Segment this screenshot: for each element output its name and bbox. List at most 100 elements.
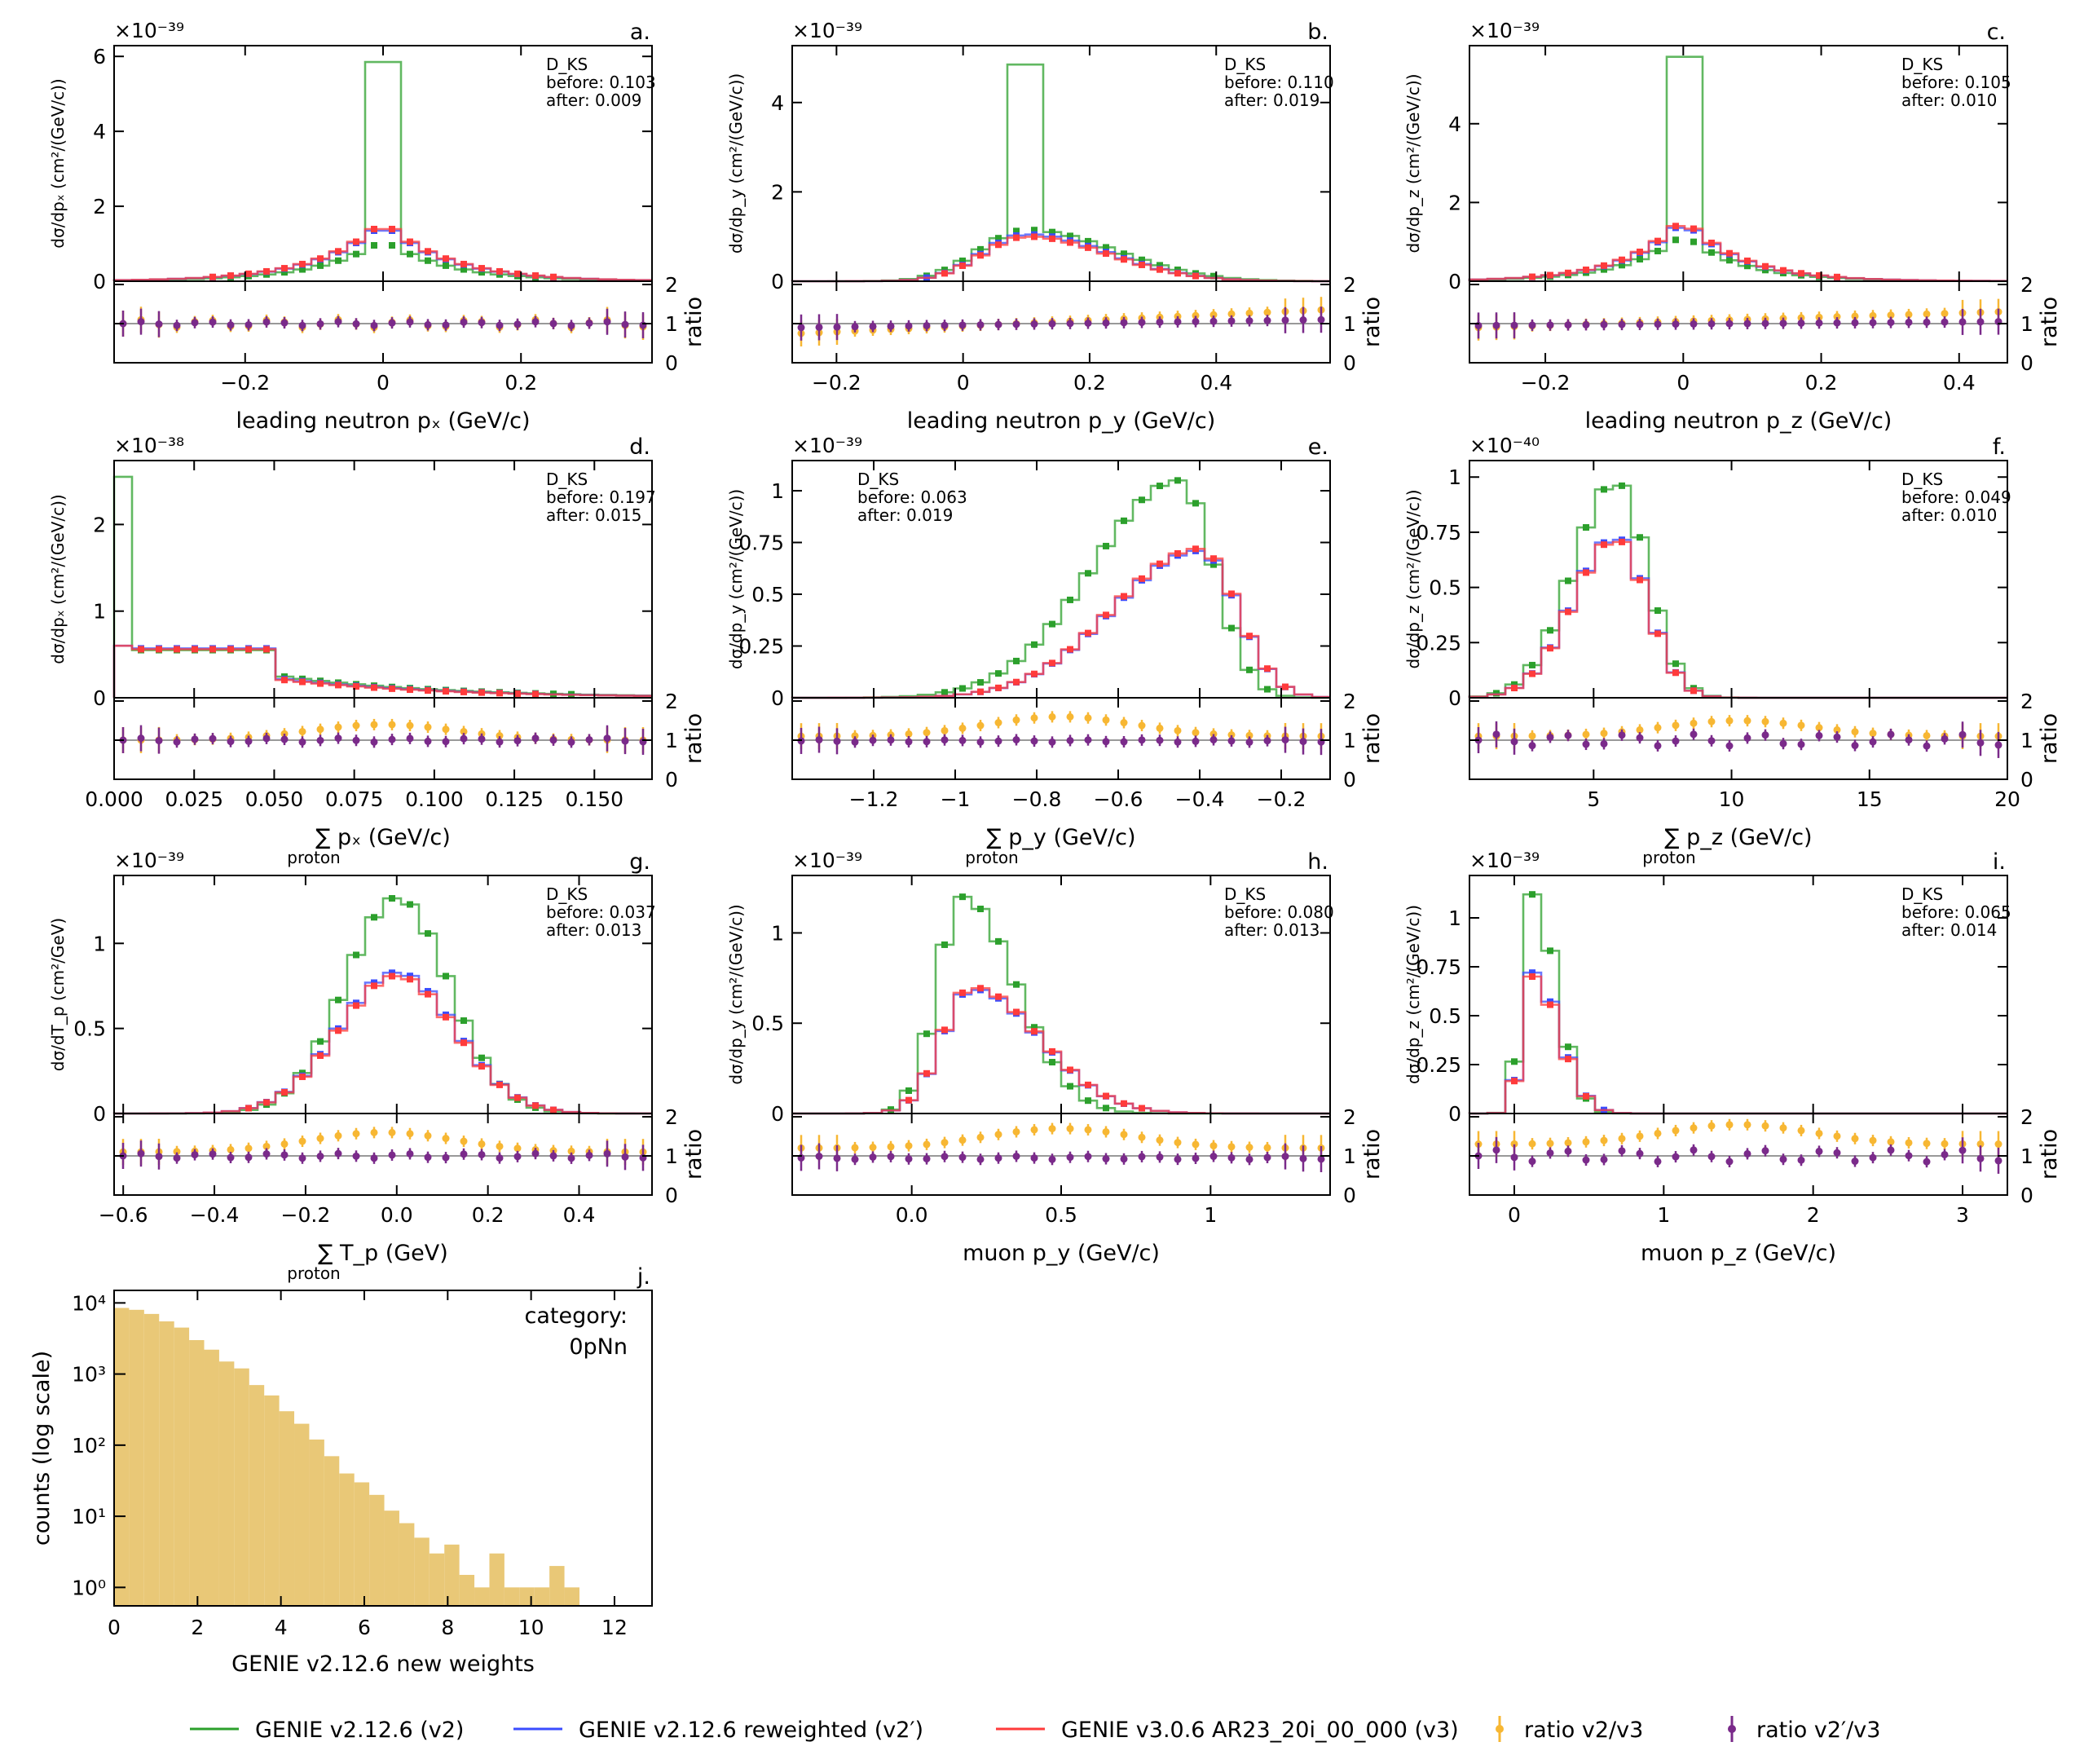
- ratio-r1-point: [424, 723, 432, 731]
- ratio-r2-point: [1958, 730, 1967, 739]
- series-v3-marker: [1726, 249, 1733, 257]
- ratio-r2-point: [1281, 1153, 1289, 1161]
- ratio-r1-point: [1156, 1136, 1164, 1144]
- ratio-r1-point: [388, 721, 396, 729]
- series-v3-marker: [478, 689, 485, 696]
- ratio-r2-point: [1618, 731, 1626, 739]
- series-v2-marker: [1067, 1083, 1073, 1090]
- series-v2-marker: [389, 895, 395, 902]
- plot-frame: [1469, 875, 2008, 1196]
- series-v2-marker: [995, 670, 1002, 677]
- ratio-r1-point: [1138, 1133, 1146, 1141]
- ratio-r2-point: [1227, 737, 1236, 745]
- series-v2-marker: [1654, 607, 1661, 615]
- series-v3-marker: [514, 270, 521, 277]
- series-v3-marker: [1121, 256, 1127, 263]
- hist-bar: [114, 1308, 130, 1606]
- series-v3-marker: [192, 646, 198, 653]
- ratio-r1-point: [567, 1147, 575, 1155]
- series-v3-marker: [1583, 1092, 1589, 1100]
- series-v3-marker: [460, 688, 467, 695]
- series-v3-marker: [353, 238, 359, 245]
- series-v3-marker: [263, 646, 270, 653]
- ratio-r1-point: [1672, 1127, 1680, 1135]
- xtick-label: −0.2: [1521, 371, 1571, 395]
- y-exponent: ×10⁻³⁹: [792, 19, 862, 42]
- ratio-r2-point: [1600, 739, 1608, 747]
- series-v2-marker: [1210, 561, 1217, 568]
- ratio-r2-point: [460, 734, 468, 743]
- ratio-r2-point: [1156, 736, 1164, 744]
- series-v2-marker: [1013, 657, 1020, 664]
- ratio-r1-point: [1887, 311, 1895, 320]
- ratio-r2-point: [334, 734, 342, 743]
- ratio-r1-point: [1869, 311, 1877, 320]
- series-v2-marker: [335, 996, 341, 1003]
- ratio-r2-point: [994, 320, 1002, 329]
- series-v2-marker: [923, 1030, 930, 1038]
- ytick-label: 0: [93, 1102, 106, 1126]
- ks-title: D_KS: [546, 884, 588, 904]
- series-v3-marker: [281, 1089, 288, 1096]
- ratio-r2-point: [1851, 742, 1859, 750]
- ratio-r1-point: [905, 730, 913, 738]
- series-v2-marker: [1085, 237, 1091, 245]
- series-v2-marker: [1672, 236, 1679, 244]
- plot-frame: [791, 45, 1331, 364]
- legend-r1-marker: [1496, 1725, 1504, 1733]
- ratio-r1-point: [1528, 1140, 1536, 1148]
- series-v3-marker: [478, 265, 485, 272]
- ratio-r2-point: [155, 320, 163, 329]
- hist-bar: [309, 1439, 324, 1606]
- hist-bar: [143, 1313, 160, 1606]
- ratio-r2-point: [815, 323, 823, 331]
- ratio-r2-point: [280, 735, 289, 743]
- ratio-r2-point: [567, 738, 575, 746]
- ytick-label: 0.5: [73, 1017, 106, 1041]
- ratio-ytick-label: 0: [665, 768, 678, 792]
- ratio-r1-point: [1743, 1121, 1751, 1129]
- series-v3-marker: [1174, 549, 1181, 557]
- ratio-r2-point: [316, 1152, 324, 1160]
- ratio-r2-point: [460, 318, 468, 326]
- ratio-r2-point: [1725, 320, 1734, 328]
- series-v3-marker: [389, 225, 395, 232]
- category-title: category:: [525, 1303, 628, 1329]
- ratio-r1-point: [352, 721, 360, 730]
- ratio-r1-point: [1707, 717, 1716, 725]
- series-v3-marker: [227, 272, 234, 280]
- xtick-label: −0.8: [1012, 787, 1062, 811]
- series-v2-marker: [1246, 666, 1253, 673]
- series-v3-marker: [407, 686, 413, 694]
- series-v2-marker: [1654, 247, 1661, 254]
- series-v3-line: [792, 236, 1330, 283]
- ratio-r1-point: [1833, 313, 1841, 321]
- ratio-r2-point: [869, 322, 877, 330]
- series-v3-marker: [1264, 665, 1271, 673]
- y-exponent: ×10⁻³⁹: [114, 19, 184, 42]
- x-axis-label: ∑ pₓ (GeV/c): [315, 825, 451, 850]
- ratio-r2-point: [1245, 317, 1253, 325]
- series-v3-marker: [263, 267, 270, 275]
- series-v3-marker: [1601, 262, 1607, 269]
- plot-frame: [113, 875, 653, 1196]
- ratio-r2-point: [1905, 736, 1913, 744]
- ratio-r2-point: [262, 318, 271, 326]
- ytick-label: 0.25: [738, 635, 784, 659]
- hist-bar: [279, 1411, 295, 1606]
- series-v3-marker: [941, 1026, 948, 1034]
- ratio-r1-point: [1192, 311, 1200, 320]
- ratio-r2-point: [1654, 320, 1662, 329]
- ratio-r2-point: [1869, 1153, 1877, 1162]
- ratio-r2-point: [851, 1155, 859, 1163]
- ratio-r2-point: [923, 738, 931, 746]
- ratio-r1-point: [1887, 1138, 1895, 1146]
- series-v3-marker: [1067, 239, 1073, 246]
- ratio-r2-point: [173, 321, 181, 329]
- series-v2-marker: [1511, 681, 1518, 688]
- series-v2-marker: [1049, 1059, 1055, 1066]
- series-v3-marker: [1085, 629, 1091, 637]
- x-axis-label: leading neutron p_z (GeV/c): [1585, 408, 1892, 434]
